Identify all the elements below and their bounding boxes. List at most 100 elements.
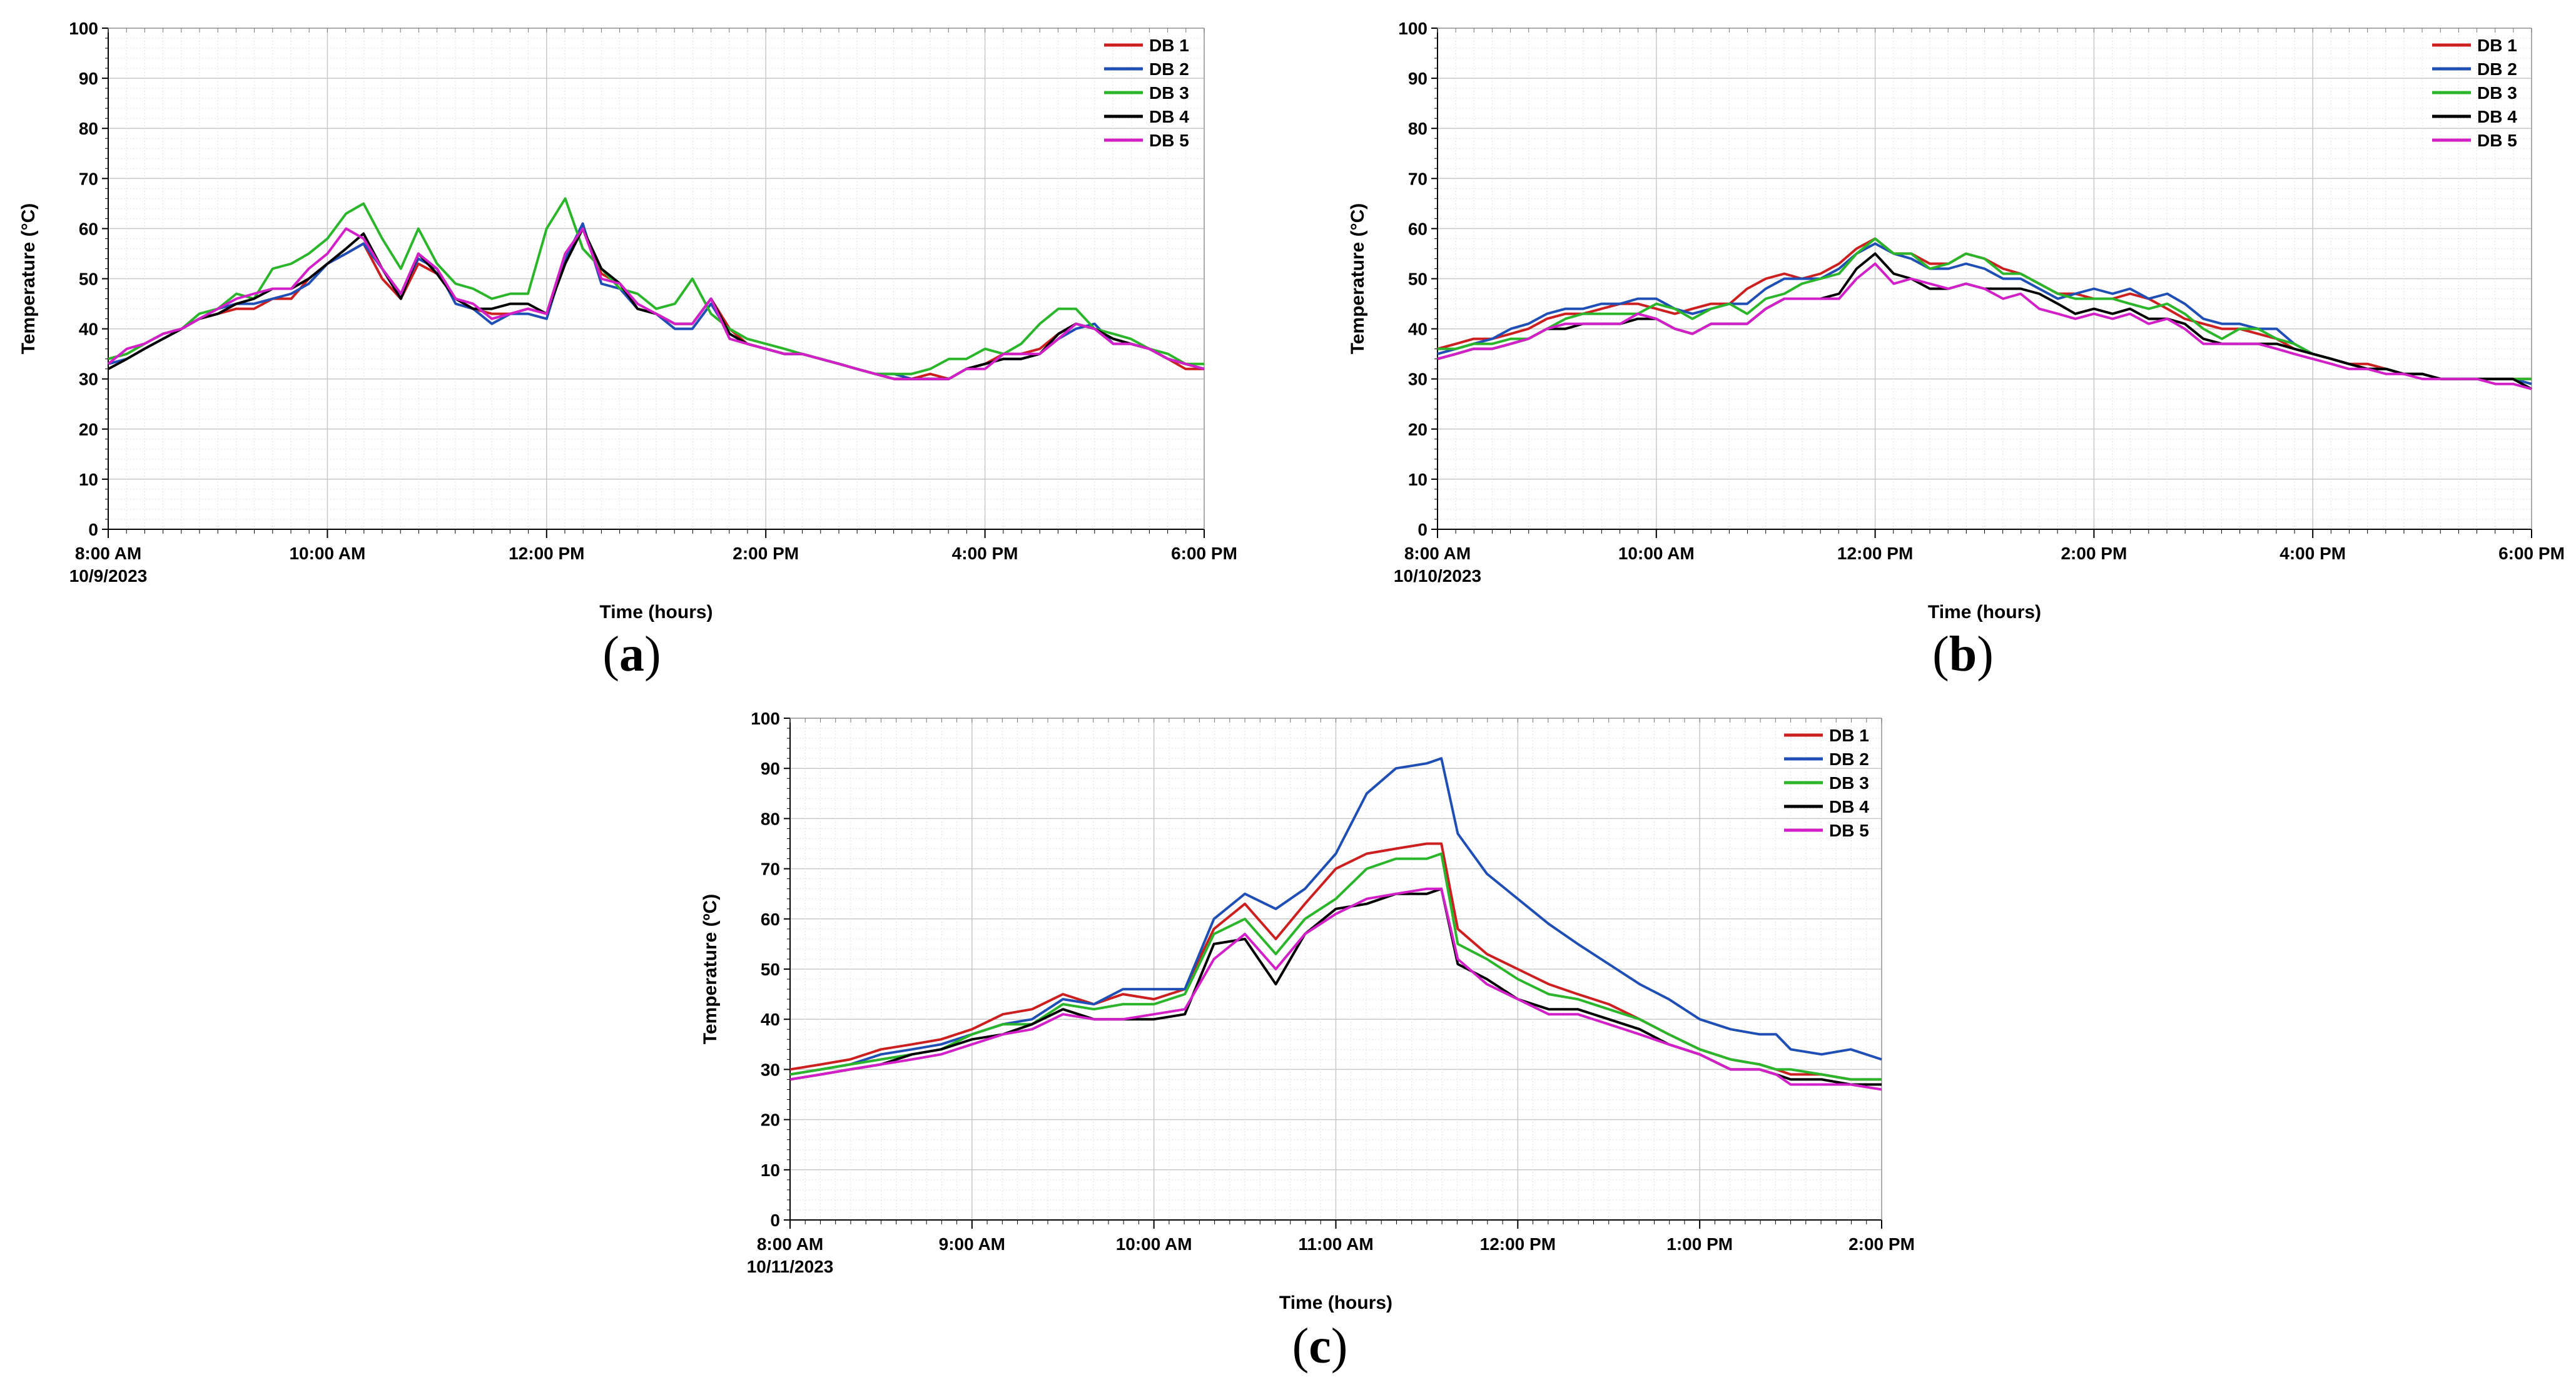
y-tick-label: 80 [761, 809, 780, 828]
legend-label: DB 1 [1829, 726, 1869, 745]
y-tick-label: 0 [770, 1211, 780, 1230]
y-tick-label: 70 [79, 169, 98, 188]
y-tick-label: 100 [69, 19, 98, 38]
x-tick-label: 12:00 PM [509, 544, 584, 563]
x-tick-label: 4:00 PM [2279, 544, 2346, 563]
gridlines [1437, 28, 2532, 530]
y-tick-label: 100 [1398, 19, 1427, 38]
x-axis-title: Time (hours) [1928, 602, 2041, 622]
x-tick-label: 2:00 PM [733, 544, 799, 563]
x-tick-label: 4:00 PM [952, 544, 1018, 563]
panel-label-letter: b [1949, 627, 1977, 682]
date-label: 10/11/2023 [747, 1257, 834, 1276]
y-tick-label: 0 [1417, 520, 1427, 539]
y-tick-label: 70 [1408, 169, 1427, 188]
x-tick-label: 2:00 PM [2061, 544, 2127, 563]
y-tick-label: 20 [761, 1110, 780, 1130]
legend-label: DB 3 [1149, 83, 1189, 103]
y-tick-label: 10 [79, 470, 98, 489]
legend-label: DB 3 [2477, 83, 2517, 103]
y-tick-label: 80 [1408, 119, 1427, 138]
y-tick-label: 60 [1408, 219, 1427, 238]
panel-label-paren: ( [1292, 1319, 1309, 1374]
panel-label-paren: ) [644, 627, 661, 682]
chart-panel-a: 0 10 20 30 40 50 60 70 80 90 100 8:00 AM 10:00 AM 12:… [18, 19, 1237, 682]
y-axis-title: Temperature (ºC) [700, 894, 721, 1044]
x-tick-label: 10:00 AM [1618, 544, 1695, 563]
legend-label: DB 2 [2477, 59, 2517, 79]
x-tick-label: 12:00 PM [1837, 544, 1913, 563]
y-tick-label: 50 [79, 270, 98, 289]
legend-label: DB 1 [1149, 36, 1189, 55]
y-tick-label: 40 [1408, 320, 1427, 339]
y-tick-label: 50 [761, 960, 780, 979]
legend: DB 1 DB 2 DB 3 DB 4 DB 5 [1104, 36, 1189, 150]
y-tick-label: 50 [1408, 270, 1427, 289]
legend: DB 1 DB 2 DB 3 DB 4 DB 5 [2432, 36, 2517, 150]
y-tick-label: 70 [761, 860, 780, 879]
chart-panel-c: 0 10 20 30 40 50 60 70 80 90 100 8:00 AM 9:00 AM 10:0… [700, 709, 1915, 1374]
panel-label: (c) [1292, 1319, 1348, 1374]
x-tick-label: 11:00 AM [1298, 1234, 1373, 1254]
x-tick-label: 1:00 PM [1666, 1234, 1733, 1254]
series-line-db-5 [789, 887, 1882, 1091]
legend-label: DB 2 [1829, 749, 1869, 769]
y-tick-label: 40 [79, 320, 98, 339]
panel-label-paren: ( [602, 627, 619, 682]
y-axis-title: Temperature (°C) [1347, 203, 1368, 354]
y-tick-label: 10 [1408, 470, 1427, 489]
y-tick-label: 90 [1408, 69, 1427, 88]
x-tick-label: 6:00 PM [1171, 544, 1237, 563]
legend-label: DB 5 [1149, 131, 1189, 150]
x-tick-label: 10:00 AM [1116, 1234, 1192, 1254]
x-tick-label: 8:00 AM [75, 544, 141, 563]
panel-label-paren: ) [1977, 627, 1994, 682]
legend-label: DB 4 [1149, 107, 1189, 126]
y-axis-title: Temperature (°C) [18, 203, 39, 354]
gridlines [108, 28, 1205, 530]
y-tick-label: 20 [1408, 420, 1427, 439]
x-axis-title: Time (hours) [599, 602, 712, 622]
y-tick-label: 80 [79, 119, 98, 138]
legend-label: DB 4 [2477, 107, 2517, 126]
date-label: 10/10/2023 [1394, 566, 1481, 586]
date-label: 10/9/2023 [69, 566, 148, 586]
y-tick-label: 60 [761, 910, 780, 929]
series-line-db-3 [108, 197, 1204, 375]
x-tick-label: 8:00 AM [757, 1234, 823, 1254]
y-tick-label: 40 [761, 1010, 780, 1029]
y-tick-label: 10 [761, 1161, 780, 1180]
x-tick-label: 2:00 PM [1848, 1234, 1915, 1254]
legend-label: DB 4 [1829, 797, 1869, 816]
legend-label: DB 2 [1149, 59, 1189, 79]
y-tick-label: 20 [79, 420, 98, 439]
x-tick-label: 8:00 AM [1404, 544, 1471, 563]
chart-panel-b: 0 10 20 30 40 50 60 70 80 90 100 8:00 AM 10:00 AM 12:… [1347, 19, 2565, 682]
y-tick-label: 90 [79, 69, 98, 88]
gridlines [789, 718, 1882, 1221]
y-tick-label: 60 [79, 219, 98, 238]
series-line-db-5 [1437, 262, 2532, 390]
panel-label-paren: ) [1331, 1319, 1348, 1374]
panel-label-letter: a [619, 627, 644, 682]
panel-label: (a) [602, 627, 661, 682]
x-tick-label: 10:00 AM [289, 544, 365, 563]
y-tick-label: 30 [79, 370, 98, 389]
legend-label: DB 1 [2477, 36, 2517, 55]
series-line-db-3 [789, 852, 1882, 1081]
legend-label: DB 3 [1829, 773, 1869, 793]
legend-label: DB 5 [1829, 821, 1869, 840]
y-tick-label: 100 [751, 709, 780, 728]
y-tick-label: 30 [1408, 370, 1427, 389]
x-tick-label: 6:00 PM [2498, 544, 2565, 563]
y-tick-label: 30 [761, 1060, 780, 1079]
y-tick-label: 90 [761, 759, 780, 778]
panel-label-paren: ( [1932, 627, 1949, 682]
legend: DB 1 DB 2 DB 3 DB 4 DB 5 [1784, 726, 1869, 840]
legend-label: DB 5 [2477, 131, 2517, 150]
x-axis-title: Time (hours) [1279, 1293, 1392, 1313]
y-tick-label: 0 [88, 520, 98, 539]
panel-label-letter: c [1309, 1319, 1331, 1374]
series-line-db-5 [107, 227, 1205, 380]
